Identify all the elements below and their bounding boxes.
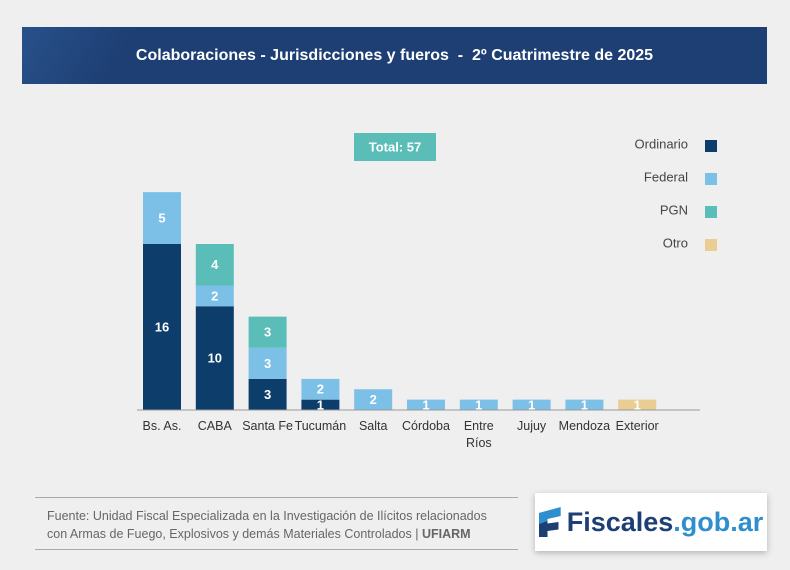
x-label-box: Salta — [358, 419, 388, 433]
bar-segment — [459, 399, 498, 410]
data-label: 1 — [475, 397, 482, 412]
x-label-box: Jujuy — [517, 419, 547, 433]
bar-segment — [618, 399, 657, 410]
x-label-box: Tucumán — [294, 419, 347, 433]
x-tick-label: Jujuy — [517, 419, 547, 433]
legend-label: Federal — [644, 169, 688, 184]
x-label-box: Bs. As. — [142, 419, 182, 433]
legend-label: Otro — [663, 235, 688, 250]
legend-label: Ordinario — [635, 136, 688, 151]
bar-segment — [248, 316, 287, 348]
data-label: 1 — [422, 397, 429, 412]
x-tick-label: CABA — [197, 419, 232, 433]
data-label: 3 — [264, 325, 271, 340]
x-tick-label: Bs. As. — [142, 419, 182, 433]
x-label-box: Santa Fe — [242, 419, 293, 433]
x-tick-label: Córdoba — [402, 419, 450, 433]
x-tick-label: Tucumán — [294, 419, 347, 433]
data-label: 4 — [211, 257, 219, 272]
bar-segment — [248, 378, 287, 410]
data-label: 2 — [211, 288, 218, 303]
x-tick-label: Santa Fe — [242, 419, 293, 433]
x-tick-label: Mendoza — [558, 419, 611, 433]
source-org: UFIARM — [421, 527, 471, 541]
data-label: 16 — [155, 319, 169, 334]
bar-segment — [565, 399, 604, 410]
x-tick-label: Exterior — [615, 419, 659, 433]
data-label: 3 — [264, 356, 271, 371]
data-label: 1 — [528, 397, 535, 412]
bar-segment — [301, 378, 340, 400]
header: Colaboraciones - Jurisdicciones y fueros… — [22, 27, 767, 84]
bar-segment — [301, 399, 340, 410]
bar-segment — [143, 192, 181, 244]
x-label-box: Córdoba — [402, 419, 450, 433]
bar-segment — [512, 399, 551, 410]
total-label: Total: 57 — [369, 139, 422, 154]
bar-segment — [143, 244, 181, 410]
data-label: 3 — [264, 387, 271, 402]
bar-segment — [407, 399, 445, 410]
source: Fuente: Unidad Fiscal Especializada en l… — [35, 497, 518, 550]
bar-segment — [195, 244, 234, 286]
bar-segment — [354, 389, 393, 410]
source-text: Fuente: Unidad Fiscal Especializada en l… — [47, 509, 487, 541]
bar-segment — [248, 347, 287, 379]
data-label: 1 — [581, 397, 588, 412]
data-label: 5 — [158, 211, 165, 226]
title: Colaboraciones - Jurisdicciones y fueros… — [135, 46, 654, 64]
logo: Fiscales .gob.ar — [535, 493, 767, 551]
legend-swatch — [705, 206, 717, 218]
logo-main: Fiscales — [566, 506, 674, 537]
x-label-box: Mendoza — [558, 419, 611, 433]
total-badge — [354, 133, 436, 161]
data-label: 1 — [634, 397, 641, 412]
legend-swatch — [705, 173, 717, 185]
data-label: 2 — [317, 382, 324, 397]
logo-icon — [538, 507, 561, 537]
legend-swatch — [705, 140, 717, 152]
x-label-box: Exterior — [615, 419, 659, 433]
data-label: 10 — [208, 351, 222, 366]
x-label-box: Entre Ríos — [463, 419, 494, 450]
x-tick-label: Entre Ríos — [463, 419, 494, 450]
bar-segment — [195, 285, 234, 307]
header-decoration — [22, 27, 132, 84]
data-label: 2 — [370, 392, 377, 407]
data-label: 1 — [317, 397, 324, 412]
legend-label: PGN — [660, 202, 688, 217]
logo-domain: .gob.ar — [673, 506, 764, 537]
legend-swatch — [705, 239, 717, 251]
bar-segment — [195, 306, 234, 410]
x-label-box: CABA — [197, 419, 232, 433]
x-tick-label: Salta — [358, 419, 388, 433]
